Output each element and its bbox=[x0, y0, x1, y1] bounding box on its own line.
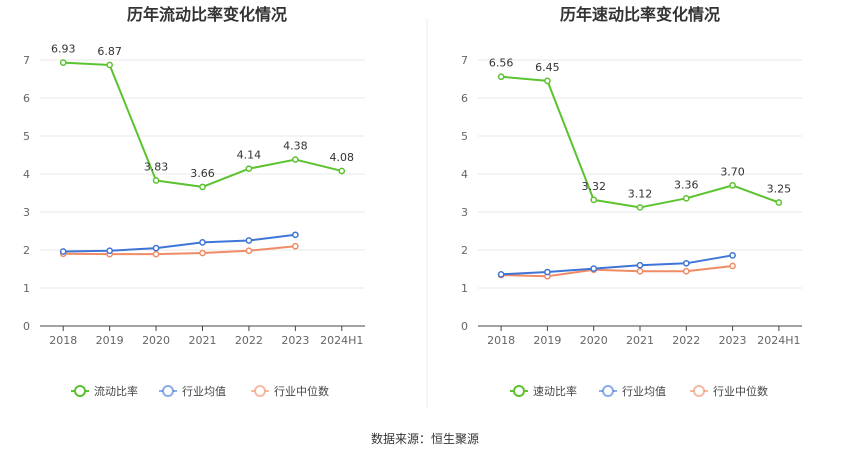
data-label: 3.66 bbox=[190, 167, 215, 180]
data-point bbox=[106, 247, 113, 255]
data-point bbox=[636, 261, 644, 269]
data-point bbox=[245, 247, 253, 255]
y-tick-label: 5 bbox=[23, 130, 30, 143]
series-line bbox=[63, 233, 296, 253]
x-tick-label: 2023 bbox=[719, 334, 747, 347]
legend-swatch-marker bbox=[693, 385, 705, 397]
y-tick-label: 4 bbox=[461, 168, 468, 181]
series-line bbox=[501, 254, 733, 276]
data-point bbox=[544, 268, 551, 276]
y-tick-label: 4 bbox=[23, 168, 30, 181]
y-tick-label: 5 bbox=[461, 130, 468, 143]
data-point bbox=[199, 249, 206, 257]
y-tick-label: 7 bbox=[461, 54, 468, 67]
data-point bbox=[544, 77, 551, 85]
data-point bbox=[590, 265, 598, 272]
y-tick-label: 2 bbox=[461, 244, 468, 257]
data-label: 6.56 bbox=[489, 57, 514, 70]
data-point bbox=[338, 167, 346, 175]
data-label: 6.45 bbox=[535, 61, 560, 74]
current-ratio-chart: 历年流动比率变化情况 0 1 2 3 4 5 6 7 2018 2019 2020 2021 2022 20… bbox=[23, 5, 365, 398]
x-tick-label: 2018 bbox=[487, 334, 515, 347]
data-label: 3.25 bbox=[767, 183, 792, 196]
data-label: 4.14 bbox=[237, 149, 262, 162]
data-point bbox=[199, 239, 206, 246]
data-label: 6.87 bbox=[97, 45, 122, 58]
data-point bbox=[292, 156, 299, 163]
legend-swatch-marker bbox=[162, 385, 174, 397]
data-point bbox=[292, 231, 299, 239]
data-point bbox=[245, 237, 253, 244]
data-point bbox=[292, 242, 299, 250]
legend-swatch-marker bbox=[74, 385, 86, 397]
y-tick-label: 6 bbox=[461, 92, 468, 105]
data-label: 4.08 bbox=[330, 151, 355, 164]
x-tick-label: 2022 bbox=[672, 334, 700, 347]
data-label: 3.70 bbox=[720, 165, 745, 178]
x-tick-label: 2020 bbox=[142, 334, 170, 347]
legend-swatch-marker bbox=[254, 385, 266, 397]
x-tick-label: 2019 bbox=[533, 334, 561, 347]
y-tick-label: 0 bbox=[461, 320, 468, 333]
legend-label: 行业中位数 bbox=[274, 384, 329, 398]
x-tick-label: 2019 bbox=[96, 334, 124, 347]
x-tick-label: 2022 bbox=[235, 334, 263, 347]
data-point bbox=[497, 270, 505, 278]
legend-swatch-marker bbox=[513, 385, 525, 397]
y-tick-label: 3 bbox=[23, 206, 30, 219]
y-tick-label: 2 bbox=[23, 244, 30, 257]
data-point bbox=[682, 267, 690, 275]
series-line bbox=[501, 264, 733, 278]
data-label: 4.38 bbox=[283, 140, 308, 153]
chart-title: 历年流动比率变化情况 bbox=[127, 5, 287, 24]
x-tick-label: 2021 bbox=[626, 334, 654, 347]
data-point bbox=[152, 177, 160, 184]
y-tick-label: 1 bbox=[461, 282, 468, 295]
y-tick-label: 6 bbox=[23, 92, 30, 105]
quick-ratio-chart: 历年速动比率变化情况 0 1 2 3 4 5 6 7 2018 2019 2020 2021 2022 20… bbox=[461, 5, 802, 398]
data-point bbox=[729, 182, 736, 189]
data-point bbox=[59, 248, 67, 255]
y-tick-label: 1 bbox=[23, 282, 30, 295]
data-point bbox=[152, 244, 160, 252]
series-line bbox=[63, 245, 296, 256]
legend-label: 行业均值 bbox=[622, 385, 666, 398]
chart-title: 历年速动比率变化情况 bbox=[560, 5, 720, 24]
x-tick-label: 2024H1 bbox=[757, 334, 800, 347]
data-point bbox=[775, 199, 783, 206]
data-label: 3.36 bbox=[674, 178, 699, 191]
data-point bbox=[729, 251, 736, 259]
legend-label: 行业均值 bbox=[182, 385, 226, 398]
data-label: 6.93 bbox=[51, 43, 76, 56]
source-note: 数据来源：恒生聚源 bbox=[371, 431, 479, 446]
x-tick-label: 2021 bbox=[189, 334, 217, 347]
data-point bbox=[199, 183, 206, 191]
data-point bbox=[682, 259, 690, 267]
data-point bbox=[497, 73, 505, 81]
legend-label: 流动比率 bbox=[94, 384, 138, 398]
data-label: 3.83 bbox=[144, 160, 169, 173]
legend-swatch-marker bbox=[602, 385, 614, 397]
x-tick-label: 2020 bbox=[580, 334, 608, 347]
data-point bbox=[106, 61, 113, 69]
y-tick-label: 0 bbox=[23, 320, 30, 333]
data-point bbox=[636, 267, 644, 275]
data-point bbox=[590, 196, 598, 204]
data-point bbox=[682, 194, 690, 202]
data-label: 3.12 bbox=[628, 187, 653, 200]
data-point bbox=[245, 165, 253, 173]
data-label: 3.32 bbox=[581, 180, 606, 193]
x-tick-label: 2018 bbox=[49, 334, 77, 347]
y-tick-label: 3 bbox=[461, 206, 468, 219]
data-point bbox=[152, 250, 160, 258]
data-point bbox=[729, 262, 736, 270]
legend-label: 行业中位数 bbox=[713, 384, 768, 398]
x-tick-label: 2024H1 bbox=[320, 334, 363, 347]
data-point bbox=[59, 59, 67, 67]
x-tick-label: 2023 bbox=[281, 334, 309, 347]
legend-label: 速动比率 bbox=[533, 384, 577, 398]
data-point bbox=[636, 204, 644, 211]
y-tick-label: 7 bbox=[23, 54, 30, 67]
